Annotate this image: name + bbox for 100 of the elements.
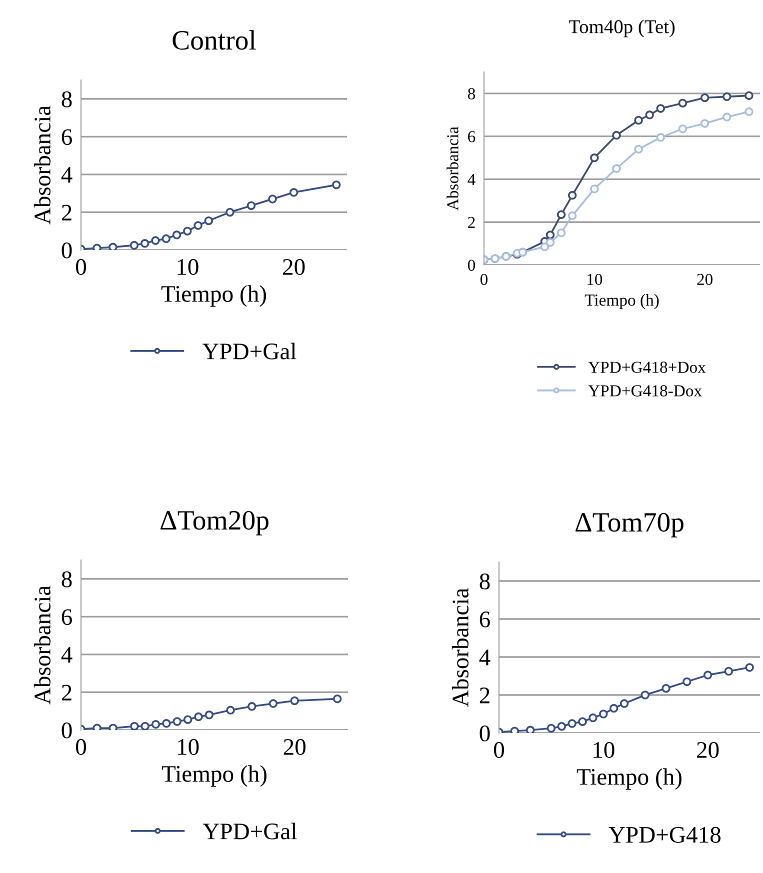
x-axis-title: Tiempo (h): [162, 765, 266, 787]
y-tick-label: 8: [62, 91, 72, 108]
point: [678, 98, 688, 108]
legend-label: YPD+Gal: [202, 342, 296, 360]
point: [568, 190, 577, 200]
y-tick-label: 6: [62, 609, 72, 626]
point: [568, 719, 576, 728]
point: [609, 704, 618, 713]
x-tick-label: 10: [178, 259, 198, 275]
y-tick-label: 4: [61, 167, 72, 183]
point: [92, 724, 102, 730]
point: [590, 184, 599, 194]
point: [612, 130, 621, 140]
point: [162, 719, 171, 728]
point: [722, 112, 732, 122]
point: [290, 696, 299, 706]
point: [130, 240, 139, 250]
y-tick-label: 6: [480, 612, 490, 628]
x-axis-title: Tiempo (h): [161, 285, 266, 307]
x-tick-label: 0: [76, 259, 86, 275]
point: [246, 201, 256, 210]
point: [248, 702, 256, 711]
y-axis-title: Absorbancia: [34, 106, 51, 224]
y-tick-label: 4: [479, 650, 490, 666]
point: [724, 666, 734, 676]
point: [226, 208, 234, 217]
x-axis-title: Tiempo (h): [584, 294, 659, 310]
y-tick-label: 0: [62, 722, 72, 738]
point: [700, 119, 710, 128]
point: [332, 180, 341, 190]
chart-title: Tom40p (Tet): [568, 20, 675, 38]
y-tick-label: 4: [61, 647, 72, 663]
y-tick-label: 2: [480, 688, 490, 704]
point: [568, 211, 577, 220]
legend-label: YPD+G418+Dox: [588, 362, 706, 373]
point: [744, 91, 754, 100]
point: [194, 712, 203, 722]
point: [268, 699, 278, 708]
point: [540, 242, 550, 252]
point: [172, 230, 182, 240]
point: [140, 239, 150, 248]
point: [722, 92, 732, 102]
point: [656, 104, 666, 113]
y-tick-label: 8: [480, 573, 490, 590]
point: [578, 717, 587, 726]
y-axis-title: Absorbancia: [34, 586, 51, 704]
point: [662, 684, 670, 693]
point: [640, 690, 650, 700]
y-tick-label: 0: [62, 242, 72, 258]
y-tick-label: 2: [62, 684, 72, 700]
point: [599, 710, 608, 718]
y-tick-label: 0: [480, 725, 490, 742]
point: [546, 724, 556, 733]
x-tick-label: 20: [697, 274, 712, 286]
x-tick-label: 10: [178, 739, 199, 755]
x-tick-label: 20: [284, 739, 306, 755]
y-axis-title: Absorbancia: [452, 588, 469, 707]
x-tick-label: 0: [76, 739, 86, 755]
point: [588, 713, 598, 722]
legend-label: YPD+G418: [608, 826, 721, 843]
x-tick-label: 10: [594, 742, 614, 758]
point: [183, 226, 192, 236]
point: [590, 153, 599, 162]
x-tick-label: 10: [588, 274, 602, 286]
x-tick-label: 20: [283, 259, 305, 275]
point: [108, 242, 118, 250]
point: [634, 116, 643, 125]
point: [162, 234, 170, 244]
point: [526, 726, 535, 733]
point: [130, 722, 139, 730]
point: [268, 194, 277, 204]
point: [557, 722, 566, 731]
point: [183, 715, 192, 724]
x-tick-label: 0: [494, 742, 504, 758]
point: [204, 710, 214, 720]
point: [546, 238, 555, 247]
y-tick-label: 6: [468, 131, 476, 142]
chart-title: ΔTom70p: [576, 512, 684, 538]
point: [108, 724, 118, 730]
point: [645, 110, 654, 120]
point: [546, 230, 555, 240]
point: [682, 677, 692, 686]
point: [289, 188, 298, 197]
point: [744, 107, 754, 116]
y-tick-label: 6: [62, 129, 72, 146]
point: [745, 663, 754, 672]
point: [140, 722, 150, 730]
point: [172, 717, 182, 726]
chart-title: Control: [172, 30, 256, 50]
legend-label: YPD+Gal: [202, 822, 297, 840]
y-tick-label: 4: [468, 174, 476, 186]
point: [634, 144, 643, 154]
point: [151, 236, 160, 245]
point: [656, 133, 666, 142]
point: [556, 210, 566, 219]
point: [226, 706, 235, 715]
point: [556, 228, 566, 238]
point: [620, 699, 629, 708]
point: [92, 244, 102, 250]
point: [194, 221, 202, 230]
